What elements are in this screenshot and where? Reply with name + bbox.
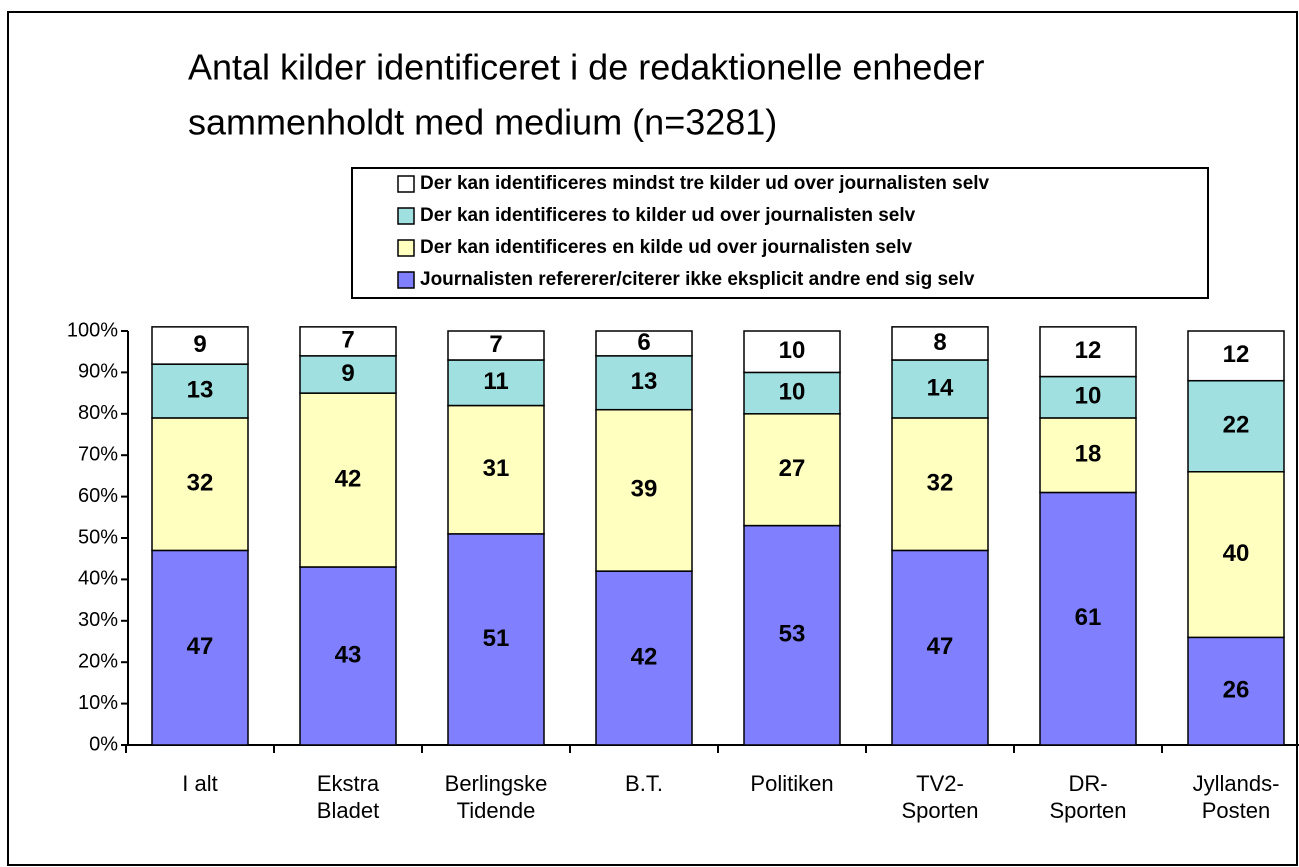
value-label: 11 — [483, 368, 508, 395]
x-tick-label: Ekstra Bladet — [316, 771, 380, 823]
x-tick-label: Politiken — [750, 771, 834, 796]
value-label: 7 — [489, 331, 502, 358]
bar-segment — [447, 330, 545, 361]
legend-label: Journalisten refererer/citerer ikke eksp… — [420, 269, 975, 290]
value-label: 31 — [483, 455, 510, 482]
chart-title: sammenholdt med medium (n=3281) — [188, 102, 777, 143]
bar-segment — [1187, 471, 1285, 639]
bar-segment — [447, 359, 545, 407]
chart-title: Antal kilder identificeret i de redaktio… — [188, 47, 984, 88]
value-label: 47 — [187, 633, 214, 660]
bar-segment — [743, 330, 841, 374]
bar-segment — [1039, 375, 1137, 419]
bar-segment — [1187, 379, 1285, 473]
frame — [7, 11, 1298, 866]
value-label: 27 — [779, 455, 806, 482]
value-label: 22 — [1223, 412, 1250, 439]
x-tick-label: I alt — [182, 771, 218, 796]
value-label: 51 — [483, 625, 510, 652]
x-tick-label: DR-Sporten — [1049, 771, 1127, 823]
legend-swatch — [397, 271, 415, 289]
legend-label: Der kan identificeres mindst tre kilder … — [420, 173, 990, 194]
legend-label: Der kan identificeres en kilde ud over j… — [420, 237, 912, 258]
bar-segment — [595, 570, 693, 746]
bar-segment — [151, 417, 249, 552]
value-label: 53 — [779, 621, 806, 648]
bar-segment — [1039, 326, 1137, 378]
value-label: 9 — [193, 331, 206, 358]
bar-segment — [595, 355, 693, 411]
bar-segment — [595, 408, 693, 572]
legend-label: Der kan identificeres to kilder ud over … — [420, 205, 916, 226]
value-label: 12 — [1223, 341, 1250, 368]
bar-segment — [891, 417, 989, 552]
y-tick-label: 20% — [78, 650, 118, 672]
bar-segment — [447, 533, 545, 746]
value-label: 26 — [1223, 677, 1250, 704]
value-label: 61 — [1075, 604, 1102, 631]
y-tick-label: 100% — [67, 319, 118, 341]
bar-segment — [891, 549, 989, 746]
legend-swatch — [397, 239, 415, 257]
value-label: 47 — [927, 633, 954, 660]
value-label: 39 — [631, 476, 658, 503]
x-tick-label: TV2-Sporten — [901, 771, 979, 823]
legend-swatch — [397, 175, 415, 193]
value-label: 42 — [335, 465, 362, 492]
bar-segment — [151, 326, 249, 365]
value-label: 10 — [779, 378, 806, 405]
bar-segment — [743, 413, 841, 527]
y-tick-label: 80% — [78, 402, 118, 424]
value-label: 7 — [341, 327, 354, 354]
value-label: 10 — [779, 337, 806, 364]
value-label: 8 — [933, 329, 946, 356]
value-label: 13 — [187, 376, 214, 403]
y-tick-label: 50% — [78, 526, 118, 548]
bar-segment — [299, 326, 397, 357]
bar-segment — [1187, 330, 1285, 382]
bar-segment — [1187, 636, 1285, 746]
x-tick-label: Berlingske Tidende — [444, 771, 548, 823]
legend-box — [351, 167, 1209, 299]
bar-segment — [891, 326, 989, 361]
bar-segment — [299, 392, 397, 568]
bar-segment — [447, 404, 545, 535]
bar-segment — [595, 330, 693, 357]
value-label: 43 — [335, 641, 362, 668]
bar-segment — [151, 363, 249, 419]
value-label: 6 — [637, 329, 650, 356]
x-tick-label: Jyllands-Posten — [1192, 771, 1280, 823]
value-label: 32 — [187, 470, 214, 497]
value-label: 42 — [631, 643, 658, 670]
bar-segment — [891, 359, 989, 419]
x-tick-label: B.T. — [625, 771, 663, 796]
y-tick-label: 90% — [78, 361, 118, 383]
y-tick-label: 10% — [78, 692, 118, 714]
value-label: 10 — [1075, 383, 1102, 410]
value-label: 12 — [1075, 337, 1102, 364]
y-tick-label: 30% — [78, 609, 118, 631]
y-tick-label: 60% — [78, 485, 118, 507]
bar-segment — [1039, 491, 1137, 746]
bar-segment — [299, 355, 397, 394]
value-label: 32 — [927, 470, 954, 497]
value-label: 14 — [927, 374, 954, 401]
value-label: 9 — [341, 360, 354, 387]
bar-segment — [299, 566, 397, 746]
value-label: 13 — [631, 368, 658, 395]
bar-segment — [743, 524, 841, 746]
value-label: 40 — [1223, 540, 1250, 567]
y-tick-label: 70% — [78, 443, 118, 465]
bar-segment — [1039, 417, 1137, 494]
y-tick-label: 40% — [78, 568, 118, 590]
y-tick-label: 0% — [89, 733, 118, 755]
value-label: 18 — [1075, 441, 1102, 468]
legend-swatch — [397, 207, 415, 225]
